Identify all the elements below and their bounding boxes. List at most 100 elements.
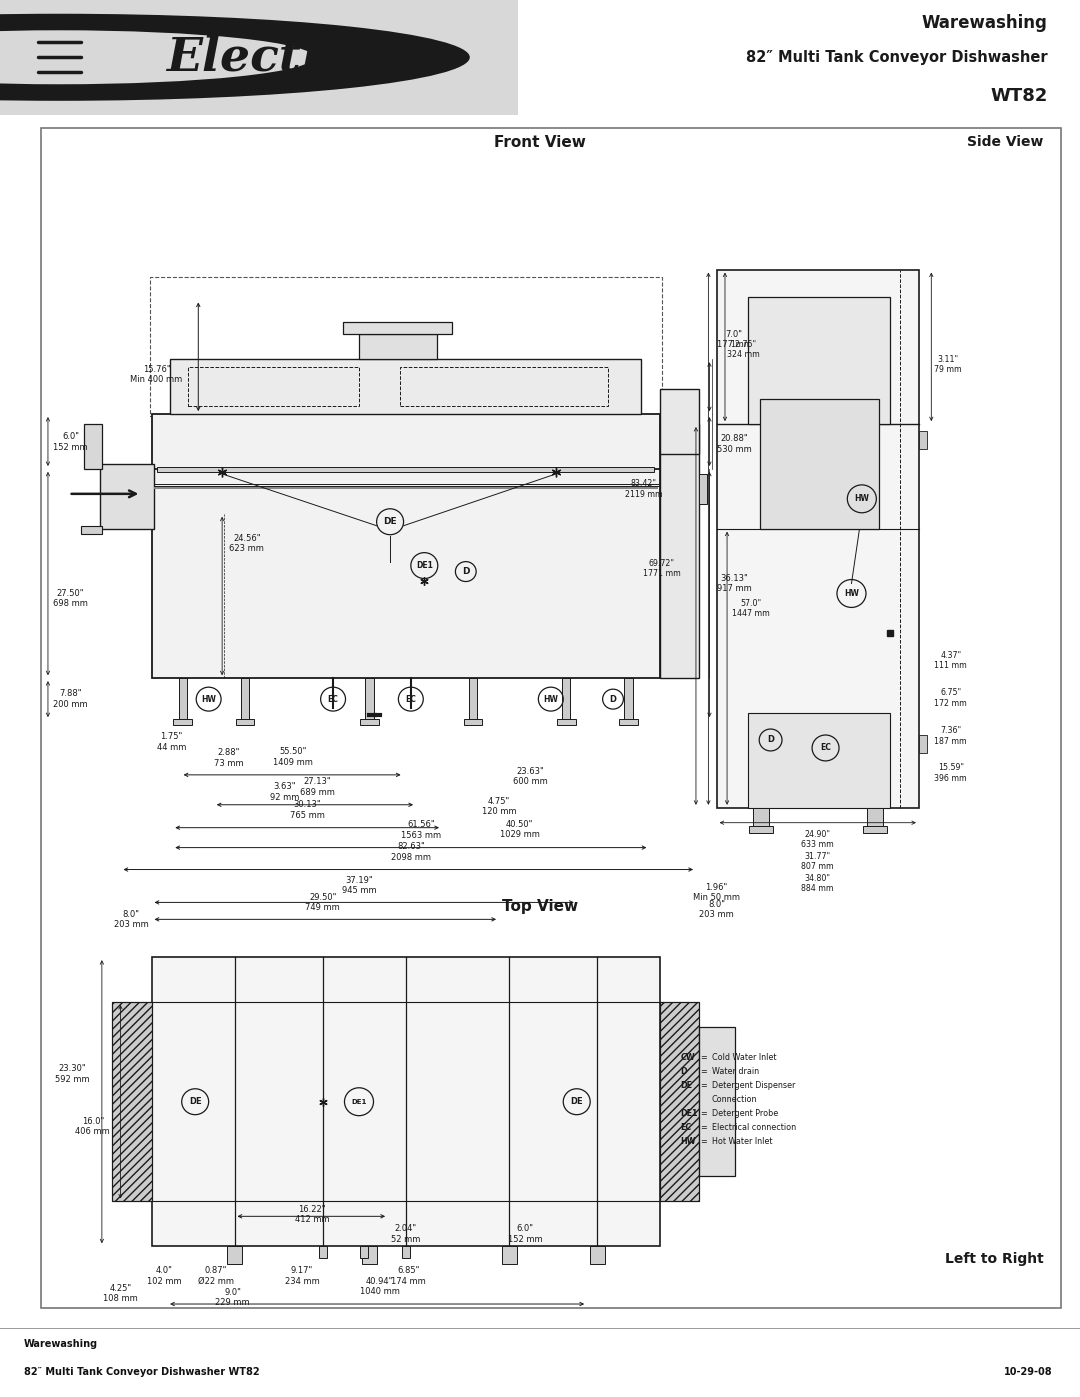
- Text: 34.80"
884 mm: 34.80" 884 mm: [801, 873, 834, 893]
- Bar: [112, 1002, 151, 1201]
- Bar: [362, 1246, 377, 1264]
- Bar: [747, 296, 890, 425]
- Bar: [401, 367, 608, 407]
- Text: 16.22"
412 mm: 16.22" 412 mm: [295, 1204, 329, 1224]
- Bar: [753, 807, 769, 827]
- Text: =: =: [700, 1123, 706, 1132]
- Bar: [563, 678, 570, 719]
- Text: EC: EC: [327, 694, 338, 704]
- Text: 9.17"
234 mm: 9.17" 234 mm: [285, 1266, 320, 1285]
- Text: 7.0"
177 mm: 7.0" 177 mm: [717, 330, 752, 349]
- Text: HW: HW: [845, 590, 859, 598]
- Text: 3.63"
92 mm: 3.63" 92 mm: [270, 782, 299, 802]
- Bar: [99, 464, 153, 528]
- Text: EC: EC: [680, 1123, 691, 1132]
- Text: =: =: [700, 1067, 706, 1076]
- Text: Left to Right: Left to Right: [945, 1252, 1043, 1266]
- Text: 6.0"
152 mm: 6.0" 152 mm: [53, 432, 87, 451]
- Text: 82″ Multi Tank Conveyor Dishwasher WT82: 82″ Multi Tank Conveyor Dishwasher WT82: [24, 1368, 259, 1377]
- Bar: [469, 678, 477, 719]
- Bar: [748, 826, 772, 833]
- Bar: [153, 488, 658, 489]
- Text: DE: DE: [189, 1097, 202, 1106]
- Text: Top View: Top View: [502, 900, 579, 915]
- Bar: [867, 807, 882, 827]
- Text: =: =: [700, 1081, 706, 1090]
- Text: 2.04"
52 mm: 2.04" 52 mm: [391, 1224, 420, 1243]
- Bar: [360, 719, 379, 725]
- Bar: [660, 390, 699, 454]
- Text: 7.36"
187 mm: 7.36" 187 mm: [934, 726, 967, 746]
- Text: 6.85"
174 mm: 6.85" 174 mm: [391, 1266, 427, 1285]
- Circle shape: [0, 31, 314, 84]
- Text: 27.50"
698 mm: 27.50" 698 mm: [53, 588, 87, 608]
- Text: DE: DE: [680, 1081, 692, 1090]
- Bar: [402, 1246, 409, 1259]
- Text: Warewashing: Warewashing: [921, 14, 1048, 32]
- Text: 0.87"
Ø22 mm: 0.87" Ø22 mm: [198, 1266, 234, 1285]
- Bar: [319, 1246, 327, 1259]
- Bar: [919, 735, 927, 753]
- Text: 27.13"
689 mm: 27.13" 689 mm: [300, 777, 335, 796]
- Text: 4.37"
111 mm: 4.37" 111 mm: [934, 651, 968, 671]
- Text: 9.0"
229 mm: 9.0" 229 mm: [215, 1288, 249, 1308]
- Text: 1.75"
44 mm: 1.75" 44 mm: [157, 732, 186, 752]
- Bar: [174, 719, 192, 725]
- Text: 23.30"
592 mm: 23.30" 592 mm: [55, 1065, 90, 1084]
- Text: 55.50"
1409 mm: 55.50" 1409 mm: [272, 747, 312, 767]
- Text: Cold Water Inlet: Cold Water Inlet: [712, 1053, 777, 1062]
- Text: 57.0"
1447 mm: 57.0" 1447 mm: [732, 599, 770, 617]
- Text: 82″ Multi Tank Conveyor Dishwasher: 82″ Multi Tank Conveyor Dishwasher: [746, 50, 1048, 64]
- Bar: [81, 525, 102, 534]
- Bar: [157, 467, 654, 472]
- Text: 31.77"
807 mm: 31.77" 807 mm: [801, 852, 834, 870]
- Text: 30.13"
765 mm: 30.13" 765 mm: [289, 800, 325, 820]
- Text: D: D: [680, 1067, 687, 1076]
- Text: HW: HW: [854, 495, 869, 503]
- Bar: [360, 1246, 368, 1259]
- Text: 29.50"
749 mm: 29.50" 749 mm: [306, 893, 340, 912]
- Text: DE1: DE1: [351, 1098, 367, 1105]
- Bar: [178, 678, 187, 719]
- Text: Side View: Side View: [967, 136, 1043, 149]
- Text: 23.63"
600 mm: 23.63" 600 mm: [513, 767, 548, 787]
- Text: EC: EC: [820, 743, 831, 753]
- Text: DE1: DE1: [416, 562, 433, 570]
- Bar: [359, 334, 436, 359]
- Text: =: =: [700, 1053, 706, 1062]
- Text: 12.75"
324 mm: 12.75" 324 mm: [727, 339, 760, 359]
- Text: CW: CW: [680, 1053, 696, 1062]
- Bar: [747, 712, 890, 807]
- Text: Electrolux: Electrolux: [166, 35, 438, 80]
- Bar: [84, 425, 102, 469]
- Text: 20.88"
530 mm: 20.88" 530 mm: [717, 434, 752, 454]
- Text: 15.76"
Min 400 mm: 15.76" Min 400 mm: [131, 365, 183, 384]
- Text: =: =: [700, 1137, 706, 1146]
- Text: D: D: [767, 735, 774, 745]
- Text: 1.96"
Min 50 mm: 1.96" Min 50 mm: [693, 883, 740, 902]
- Bar: [463, 719, 483, 725]
- Bar: [149, 277, 662, 416]
- Text: 10-29-08: 10-29-08: [1004, 1368, 1053, 1377]
- Bar: [241, 678, 249, 719]
- Bar: [660, 1002, 699, 1201]
- Bar: [624, 678, 633, 719]
- Bar: [863, 826, 887, 833]
- Text: 2.88"
73 mm: 2.88" 73 mm: [214, 749, 243, 767]
- Bar: [188, 367, 359, 407]
- Text: 40.94"
1040 mm: 40.94" 1040 mm: [360, 1277, 400, 1296]
- Text: 8.0"
203 mm: 8.0" 203 mm: [700, 900, 734, 919]
- Bar: [235, 719, 254, 725]
- Bar: [151, 957, 660, 1246]
- Text: 7.88"
200 mm: 7.88" 200 mm: [53, 690, 87, 708]
- Text: 4.25"
108 mm: 4.25" 108 mm: [104, 1284, 138, 1303]
- Bar: [699, 1027, 735, 1176]
- Text: DE: DE: [383, 517, 397, 527]
- Bar: [699, 474, 707, 504]
- Text: EC: EC: [405, 694, 416, 704]
- Text: D: D: [609, 694, 617, 704]
- Circle shape: [0, 14, 470, 101]
- Text: 3.11"
79 mm: 3.11" 79 mm: [934, 355, 962, 374]
- Bar: [365, 678, 374, 719]
- Text: 6.75"
172 mm: 6.75" 172 mm: [934, 689, 968, 708]
